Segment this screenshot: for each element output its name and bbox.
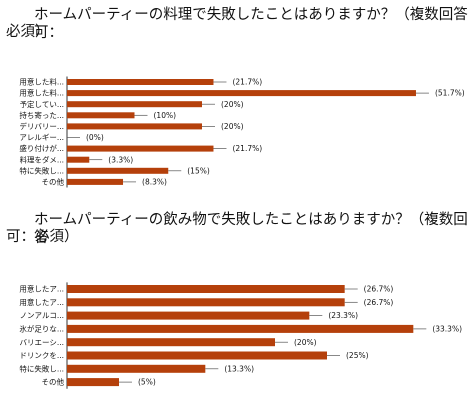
chart2-value-label: (5%) [138,378,156,387]
chart2-bar [67,324,414,333]
chart1-value-label: (8.3%) [142,178,167,187]
chart2-value-label: (25%) [346,351,369,360]
chart2-value-label: (26.7%) [364,285,394,294]
chart1-category-label: その他 [42,177,65,187]
chart1-category-label: 料理をダメ... [20,154,64,164]
chart2-bar [67,285,345,293]
chart1-bar [67,112,135,119]
chart2-category-label: ドリンクを... [19,351,64,360]
chart1-bar [67,178,124,185]
chart1-bar [67,79,214,85]
chart2-bar [67,311,310,320]
chart1-bar [67,145,214,152]
chart1-bar [67,156,90,163]
chart2-bar [67,298,345,307]
chart1-value-label: (20%) [221,122,244,131]
chart2-value-label: (26.7%) [364,298,394,307]
chart2-category-label: ノンアルコ... [20,311,64,320]
chart2-category-label: 用意したア... [19,297,64,307]
chart1-category-label: デリバリー... [19,121,64,131]
chart1-value-label: (10%) [154,111,177,120]
chart1-category-label: 持ち寄った... [19,110,64,120]
chart1-value-label: (51.7%) [435,89,465,98]
chart2-title-line2: 可：必須） [6,229,79,245]
chart1-category-label: 予定してい... [20,99,64,109]
chart1-bar [67,90,416,97]
chart1-value-label: (21.7%) [232,144,262,153]
chart2-title-line1: ホームパーティーの飲み物で失敗したことはありますか？（複数回答 [34,212,468,246]
chart1-value-label: (15%) [187,166,210,175]
chart1-category-label: 用意した料... [19,77,64,87]
chart1-bar [67,167,169,174]
chart2-value-label: (33.3%) [432,325,462,334]
chart2-category-label: 氷が足りな... [19,324,64,334]
chart1-category-label: 盛り付けが... [19,143,64,153]
chart1-title-line2: 必須） [6,24,50,40]
chart1-value-label: (20%) [221,100,244,109]
chart1-category-label: 特に失敗し... [19,165,64,175]
chart2-value-label: (20%) [294,338,317,347]
chart2-bar [67,338,275,347]
chart2-category-label: 特に失敗し... [19,363,64,373]
chart2-bar [67,378,119,387]
chart1-category-label: 用意した料... [19,88,64,98]
chart2-category-label: その他 [42,377,65,387]
chart2-value-label: (23.3%) [328,311,358,320]
chart2-bar [67,364,206,373]
chart2-bar [67,351,327,360]
chart1-value-label: (0%) [86,133,104,142]
chart1-title-line1: ホームパーティーの料理で失敗したことはありますか？（複数回答可： [34,7,468,41]
chart1-bar [67,101,202,108]
chart2-category-label: バリエーシ... [19,338,64,347]
chart1-bar [67,123,202,130]
chart2-value-label: (13.3%) [224,364,254,373]
chart1-category-label: アレルギー... [19,133,64,142]
chart1-value-label: (21.7%) [232,78,262,87]
chart2-category-label: 用意したア... [19,284,64,294]
chart1-value-label: (3.3%) [108,155,133,164]
